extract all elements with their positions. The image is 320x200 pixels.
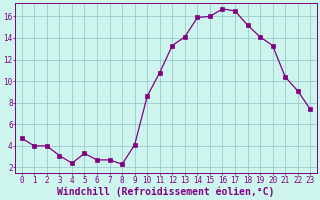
X-axis label: Windchill (Refroidissement éolien,°C): Windchill (Refroidissement éolien,°C) xyxy=(57,186,275,197)
